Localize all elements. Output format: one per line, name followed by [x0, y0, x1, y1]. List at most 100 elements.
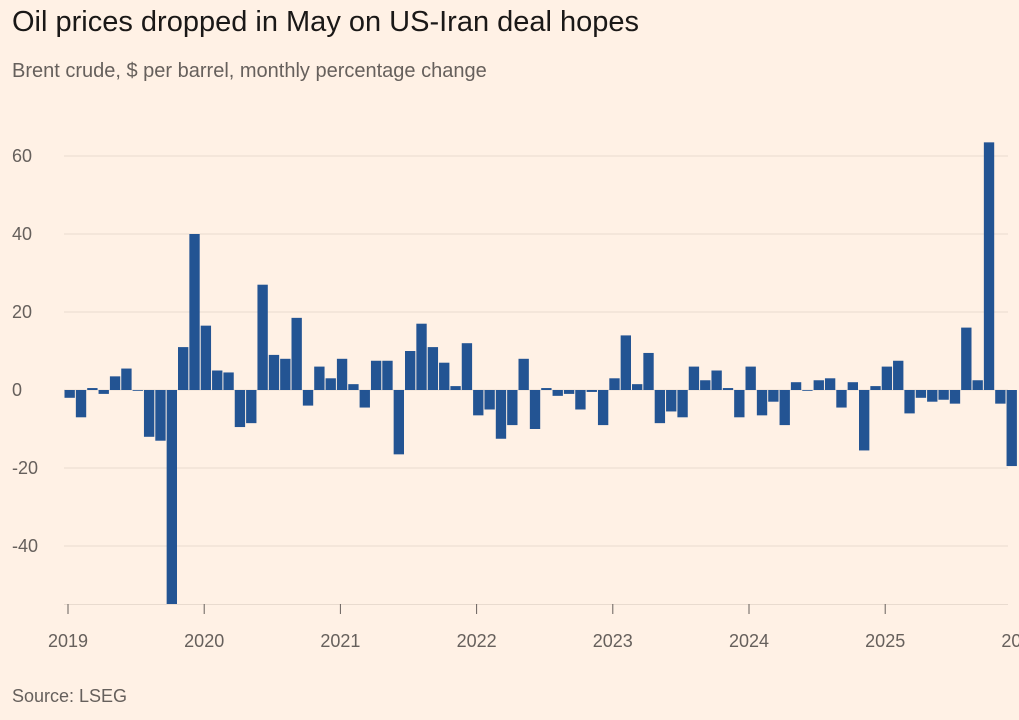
bar: [348, 384, 359, 390]
bar: [961, 327, 972, 390]
bar: [268, 354, 280, 390]
bar: [246, 390, 257, 424]
bar: [790, 382, 802, 390]
bar: [711, 370, 722, 390]
bar: [529, 390, 541, 429]
bar: [393, 390, 404, 455]
x-tick-label: 2022: [457, 631, 497, 651]
bar: [495, 390, 507, 439]
x-tick-label: 2021: [320, 631, 360, 651]
bar: [121, 368, 132, 390]
bar: [632, 384, 643, 390]
bar-layer: [64, 142, 1017, 604]
bar: [870, 386, 881, 390]
x-tick-label: 2024: [729, 631, 769, 651]
bar: [983, 142, 995, 390]
y-tick-label: -40: [12, 536, 38, 556]
y-tick-label: 20: [12, 302, 32, 322]
bar: [257, 284, 268, 390]
bar: [405, 351, 416, 390]
x-tick-label: 2026: [1001, 631, 1019, 651]
bar: [677, 390, 688, 418]
bar: [586, 390, 597, 392]
bar: [484, 390, 495, 410]
bar: [904, 390, 915, 414]
bar: [802, 390, 813, 391]
bar: [620, 335, 631, 390]
source-note: Source: LSEG: [12, 686, 128, 706]
bar: [688, 366, 700, 390]
bar: [836, 390, 847, 408]
bar: [200, 325, 212, 390]
bar: [189, 234, 200, 390]
bar: [541, 388, 552, 390]
bar: [643, 352, 654, 390]
bar: [927, 390, 938, 402]
bar: [234, 390, 246, 428]
x-tick-label: 2020: [184, 631, 224, 651]
x-tick-label: 2023: [593, 631, 633, 651]
bar: [280, 358, 291, 390]
bar: [915, 390, 927, 398]
bar: [370, 360, 382, 390]
bar: [859, 390, 870, 451]
bar: [427, 347, 439, 390]
bar: [813, 380, 824, 390]
bar: [132, 390, 143, 391]
bar: [824, 378, 836, 390]
bar: [654, 390, 666, 424]
y-tick-label: 60: [12, 146, 32, 166]
bar: [768, 390, 779, 402]
bar: [507, 390, 518, 426]
bar: [450, 386, 461, 390]
bar: [178, 347, 189, 390]
bar: [609, 378, 620, 390]
bar: [473, 390, 484, 416]
bar: [995, 390, 1006, 404]
bar: [461, 343, 473, 390]
bar: [166, 390, 177, 604]
bar: [722, 388, 734, 390]
y-tick-label: -20: [12, 458, 38, 478]
bar: [439, 362, 450, 390]
bar: [700, 380, 711, 390]
y-tick-label: 40: [12, 224, 32, 244]
bar: [212, 370, 223, 390]
bar: [291, 317, 302, 390]
bar: [563, 390, 575, 394]
bar: [109, 376, 121, 390]
bar: [518, 358, 529, 390]
bar: [359, 390, 370, 408]
bar: [155, 390, 166, 441]
bar: [949, 390, 961, 404]
bar: [223, 372, 234, 390]
bar: [745, 366, 756, 390]
x-tick-label: 2025: [865, 631, 905, 651]
bar: [75, 390, 87, 418]
bar: [302, 390, 314, 406]
chart-title: Oil prices dropped in May on US-Iran dea…: [12, 6, 640, 38]
bar: [666, 390, 677, 412]
y-tick-label: 0: [12, 380, 22, 400]
bar: [314, 366, 325, 390]
chart-subtitle: Brent crude, $ per barrel, monthly perce…: [12, 60, 487, 82]
axis-layer: 60 40 20 0 -20 -40 2019 2020 2021 2022 2023 2024 202…: [12, 146, 1019, 651]
bar: [779, 390, 790, 426]
bar: [893, 360, 904, 390]
bar: [416, 323, 427, 390]
bar: [575, 390, 586, 410]
bar: [881, 366, 893, 390]
bar: [382, 360, 393, 390]
bar: [87, 388, 98, 390]
bar: [734, 390, 745, 418]
bar: [1006, 390, 1017, 467]
bar: [325, 378, 336, 390]
bar: [64, 390, 75, 398]
bar: [756, 390, 768, 416]
x-tick-label: 2019: [48, 631, 88, 651]
bar: [972, 380, 983, 390]
bar: [597, 390, 609, 426]
bar: [938, 390, 949, 400]
bar: [336, 358, 348, 390]
